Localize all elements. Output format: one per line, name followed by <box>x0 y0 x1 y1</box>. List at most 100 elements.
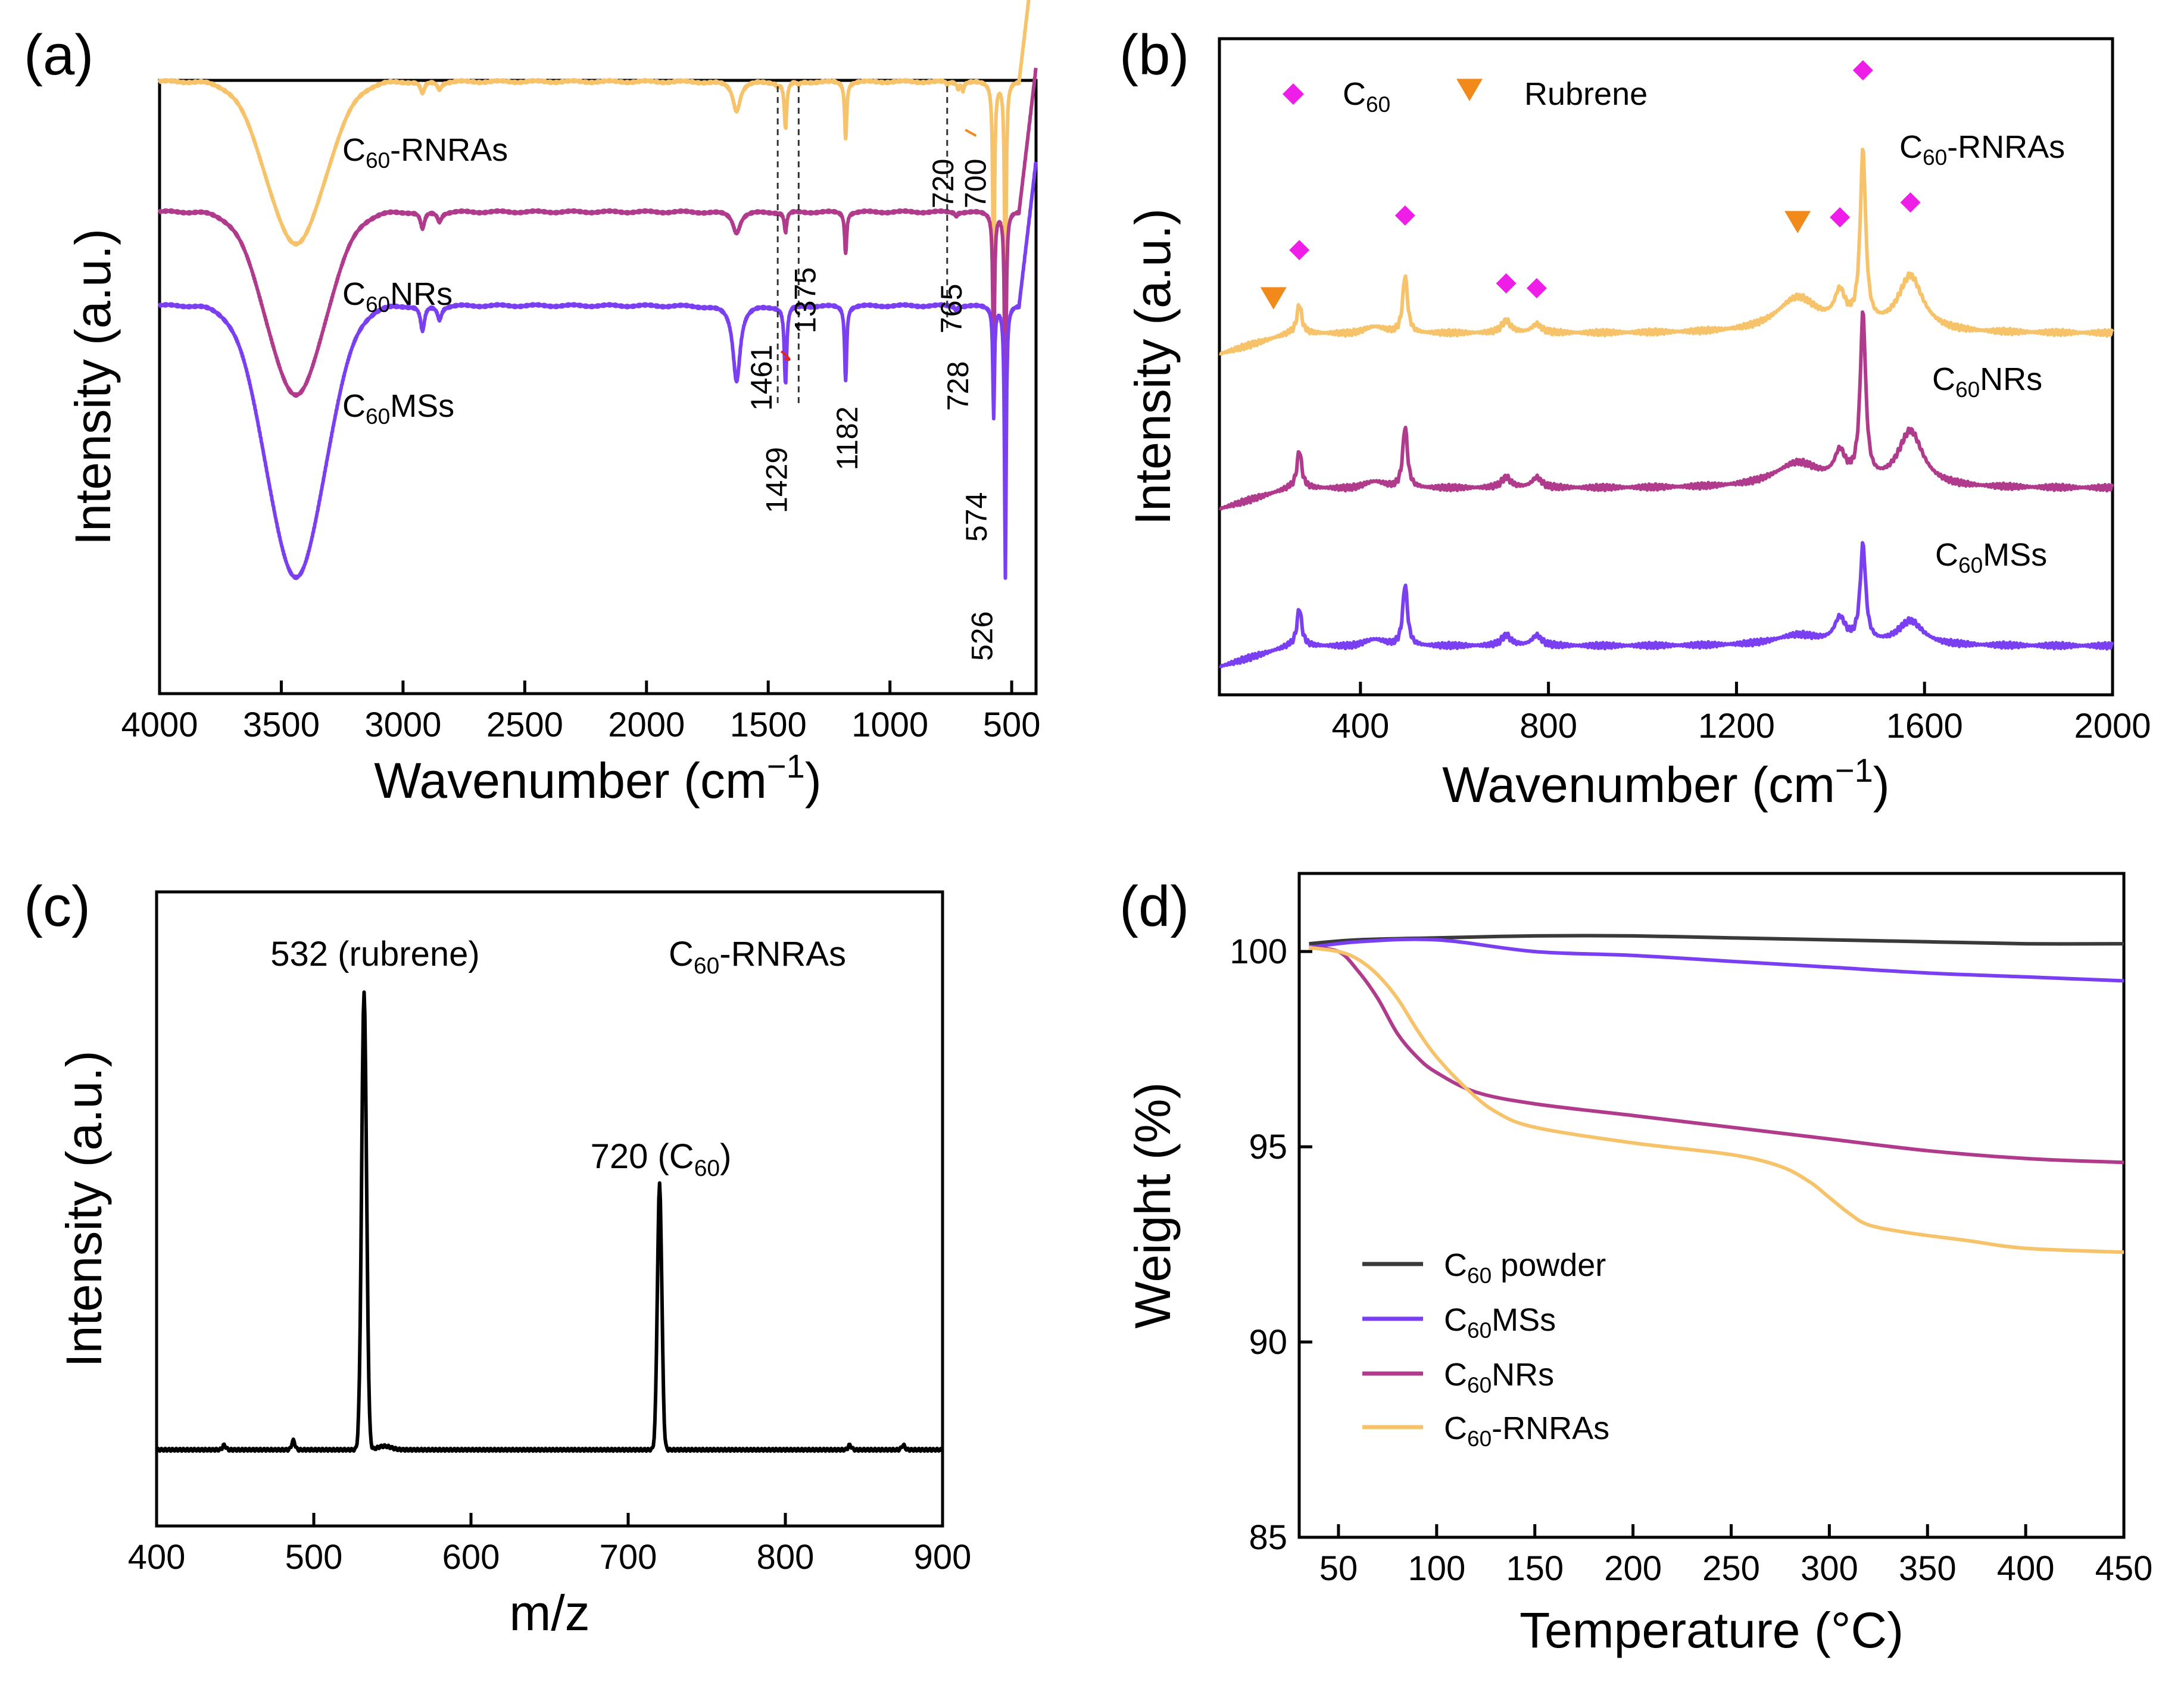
panel-b-rubrene-marker-215 <box>1260 287 1287 310</box>
panel-a-peak-label-765: 765 <box>935 284 968 333</box>
panel-b-series-label-0: C60-RNRAs <box>1899 129 2065 170</box>
panel-d-xtick-label-350: 350 <box>1899 1549 1957 1588</box>
panel-b-c60-marker-775 <box>1526 278 1547 298</box>
panel-a-xtick-label-3500: 3500 <box>243 706 320 744</box>
panel-a-frame <box>158 79 1038 695</box>
panel-a-arrow-720 <box>965 129 977 137</box>
panel-c-sample-label: C60-RNRAs <box>669 935 846 979</box>
panel-a-series-label-0: C60-RNRAs <box>342 132 508 173</box>
panel-b-xtick-label-400: 400 <box>1331 707 1389 745</box>
panel-b-rubrene-marker-1330 <box>1784 211 1811 233</box>
panel-a-peak-label-1429: 1429 <box>760 447 793 513</box>
panel-c-letter: (c) <box>24 875 91 938</box>
panel-b-xtick-label-1200: 1200 <box>1698 707 1775 745</box>
panel-a-trace-mss <box>158 161 1038 581</box>
panel-b-legend-c60-marker <box>1283 83 1304 105</box>
panel-d-xtick-label-400: 400 <box>1997 1549 2055 1588</box>
panel-a-xtick-label-500: 500 <box>983 706 1041 744</box>
panel-b-xtick-label-800: 800 <box>1520 707 1577 745</box>
panel-c: 400 500 600 700 800 900 (c) m/z Intensity (a.u.)… <box>24 875 971 1641</box>
panel-d-ytick-label-100: 100 <box>1230 932 1287 971</box>
panel-d-legend-label-2: C60NRs <box>1444 1357 1554 1397</box>
panel-a-xtick-label-2500: 2500 <box>486 706 563 744</box>
panel-c-peak-label-720: 720 (C60) <box>591 1137 732 1181</box>
panel-a-peak-label-728: 728 <box>941 361 975 411</box>
panel-b-letter: (b) <box>1119 23 1189 87</box>
panel-c-peak-label-532: 532 (rubrene) <box>270 935 479 973</box>
panel-a-peak-label-720: 720 <box>926 159 960 208</box>
panel-b-trace-nrs <box>1218 310 2114 511</box>
panel-a-peak-label-1182: 1182 <box>831 406 864 470</box>
panel-b-series-label-2: C60MSs <box>1935 537 2047 578</box>
panel-c-xtick-label-400: 400 <box>128 1538 186 1577</box>
panel-a-peak-label-526: 526 <box>965 611 999 661</box>
panel-a-trace-rnras <box>158 0 1031 315</box>
panel-b-c60-marker-1570 <box>1900 192 1921 213</box>
panel-a-xtick-label-4000: 4000 <box>121 706 198 744</box>
panel-c-frame <box>155 890 944 1528</box>
panel-d-xlabel: Temperature (°C) <box>1520 1602 1904 1658</box>
panel-a-xtick-label-1500: 1500 <box>730 706 807 744</box>
panel-d-xtick-label-250: 250 <box>1702 1549 1760 1588</box>
panel-b-c60-marker-1469 <box>1852 60 1873 80</box>
panel-d-xtick-label-50: 50 <box>1319 1549 1358 1588</box>
panel-a-xtick-label-1000: 1000 <box>851 706 928 744</box>
panel-d-ytick-label-85: 85 <box>1249 1518 1287 1557</box>
panel-d: 50 100 150 200 250 300 350 400 450 85 90 95 100 (d) Te… <box>1119 872 2153 1658</box>
panel-a: 4000 3500 3000 2500 2000 1500 1000 500 (a) Wavenu… <box>24 0 1041 809</box>
panel-d-trace-rnras <box>1309 945 2124 1254</box>
panel-b-trace-rnras <box>1218 147 2114 356</box>
panel-a-xtick-label-2000: 2000 <box>608 706 685 744</box>
panel-b: 400 800 1200 1600 2000 (b) Wavenumber (cm−1) In… <box>1119 23 2151 813</box>
panel-b-ylabel: Intensity (a.u.) <box>1125 208 1181 525</box>
panel-a-arrow-1461 <box>780 350 791 361</box>
panel-b-legend-rubrene-marker <box>1456 79 1483 101</box>
panel-d-ylabel: Weight (%) <box>1125 1082 1181 1329</box>
panel-a-letter: (a) <box>24 23 93 87</box>
panel-a-peak-label-1461: 1461 <box>745 345 778 411</box>
panel-a-peak-label-700: 700 <box>959 159 992 208</box>
panel-d-xtick-label-150: 150 <box>1506 1549 1564 1588</box>
panel-a-xlabel: Wavenumber (cm−1) <box>374 747 822 809</box>
panel-b-c60-marker-495 <box>1394 205 1415 226</box>
panel-b-c60-marker-270 <box>1289 240 1310 260</box>
panel-b-c60-marker-710 <box>1496 273 1517 294</box>
panel-c-xtick-label-900: 900 <box>914 1538 972 1577</box>
panel-c-xtick-label-500: 500 <box>285 1538 343 1577</box>
panel-a-peak-label-574: 574 <box>960 492 993 542</box>
panel-b-xtick-label-2000: 2000 <box>2074 707 2151 745</box>
panel-b-frame <box>1218 37 2114 697</box>
panel-d-xtick-label-200: 200 <box>1604 1549 1662 1588</box>
panel-d-xtick-label-100: 100 <box>1408 1549 1465 1588</box>
panel-c-xtick-label-800: 800 <box>757 1538 815 1577</box>
panel-b-c60-marker-1420 <box>1830 207 1851 227</box>
panel-b-xlabel: Wavenumber (cm−1) <box>1442 751 1890 813</box>
panel-b-legend-c60-label: C60 <box>1343 76 1390 117</box>
panel-d-xtick-label-300: 300 <box>1801 1549 1858 1588</box>
panel-b-xtick-label-1600: 1600 <box>1886 707 1963 745</box>
panel-c-xtick-label-600: 600 <box>442 1538 500 1577</box>
panel-b-series-label-1: C60NRs <box>1932 361 2042 402</box>
panel-d-xtick-label-450: 450 <box>2095 1549 2153 1588</box>
panel-d-legend-label-3: C60-RNRAs <box>1444 1410 1609 1451</box>
panel-d-legend-label-1: C60MSs <box>1444 1302 1556 1343</box>
panel-d-letter: (d) <box>1119 875 1189 938</box>
panel-d-ytick-label-90: 90 <box>1249 1323 1287 1362</box>
panel-d-ytick-label-95: 95 <box>1249 1128 1287 1166</box>
panel-a-series-label-1: C60NRs <box>342 276 453 317</box>
panel-c-xlabel: m/z <box>509 1585 589 1641</box>
panel-d-trace-mss <box>1309 937 2124 983</box>
panel-b-legend-rubrene-label: Rubrene <box>1524 76 1648 112</box>
panel-c-ylabel: Intensity (a.u.) <box>56 1050 112 1367</box>
panel-c-trace <box>155 990 944 1453</box>
panel-a-xtick-label-3000: 3000 <box>364 706 441 744</box>
panel-a-trace-nrs <box>158 67 1038 429</box>
panel-d-frame <box>1297 872 2126 1539</box>
panel-d-legend-label-0: C60 powder <box>1444 1247 1606 1288</box>
panel-a-series-label-2: C60MSs <box>342 388 454 429</box>
panel-a-ylabel: Intensity (a.u.) <box>65 229 121 545</box>
panel-b-trace-mss <box>1218 541 2114 669</box>
panel-d-trace-nrs <box>1309 945 2124 1165</box>
panel-a-peak-label-1375: 1375 <box>788 267 822 333</box>
